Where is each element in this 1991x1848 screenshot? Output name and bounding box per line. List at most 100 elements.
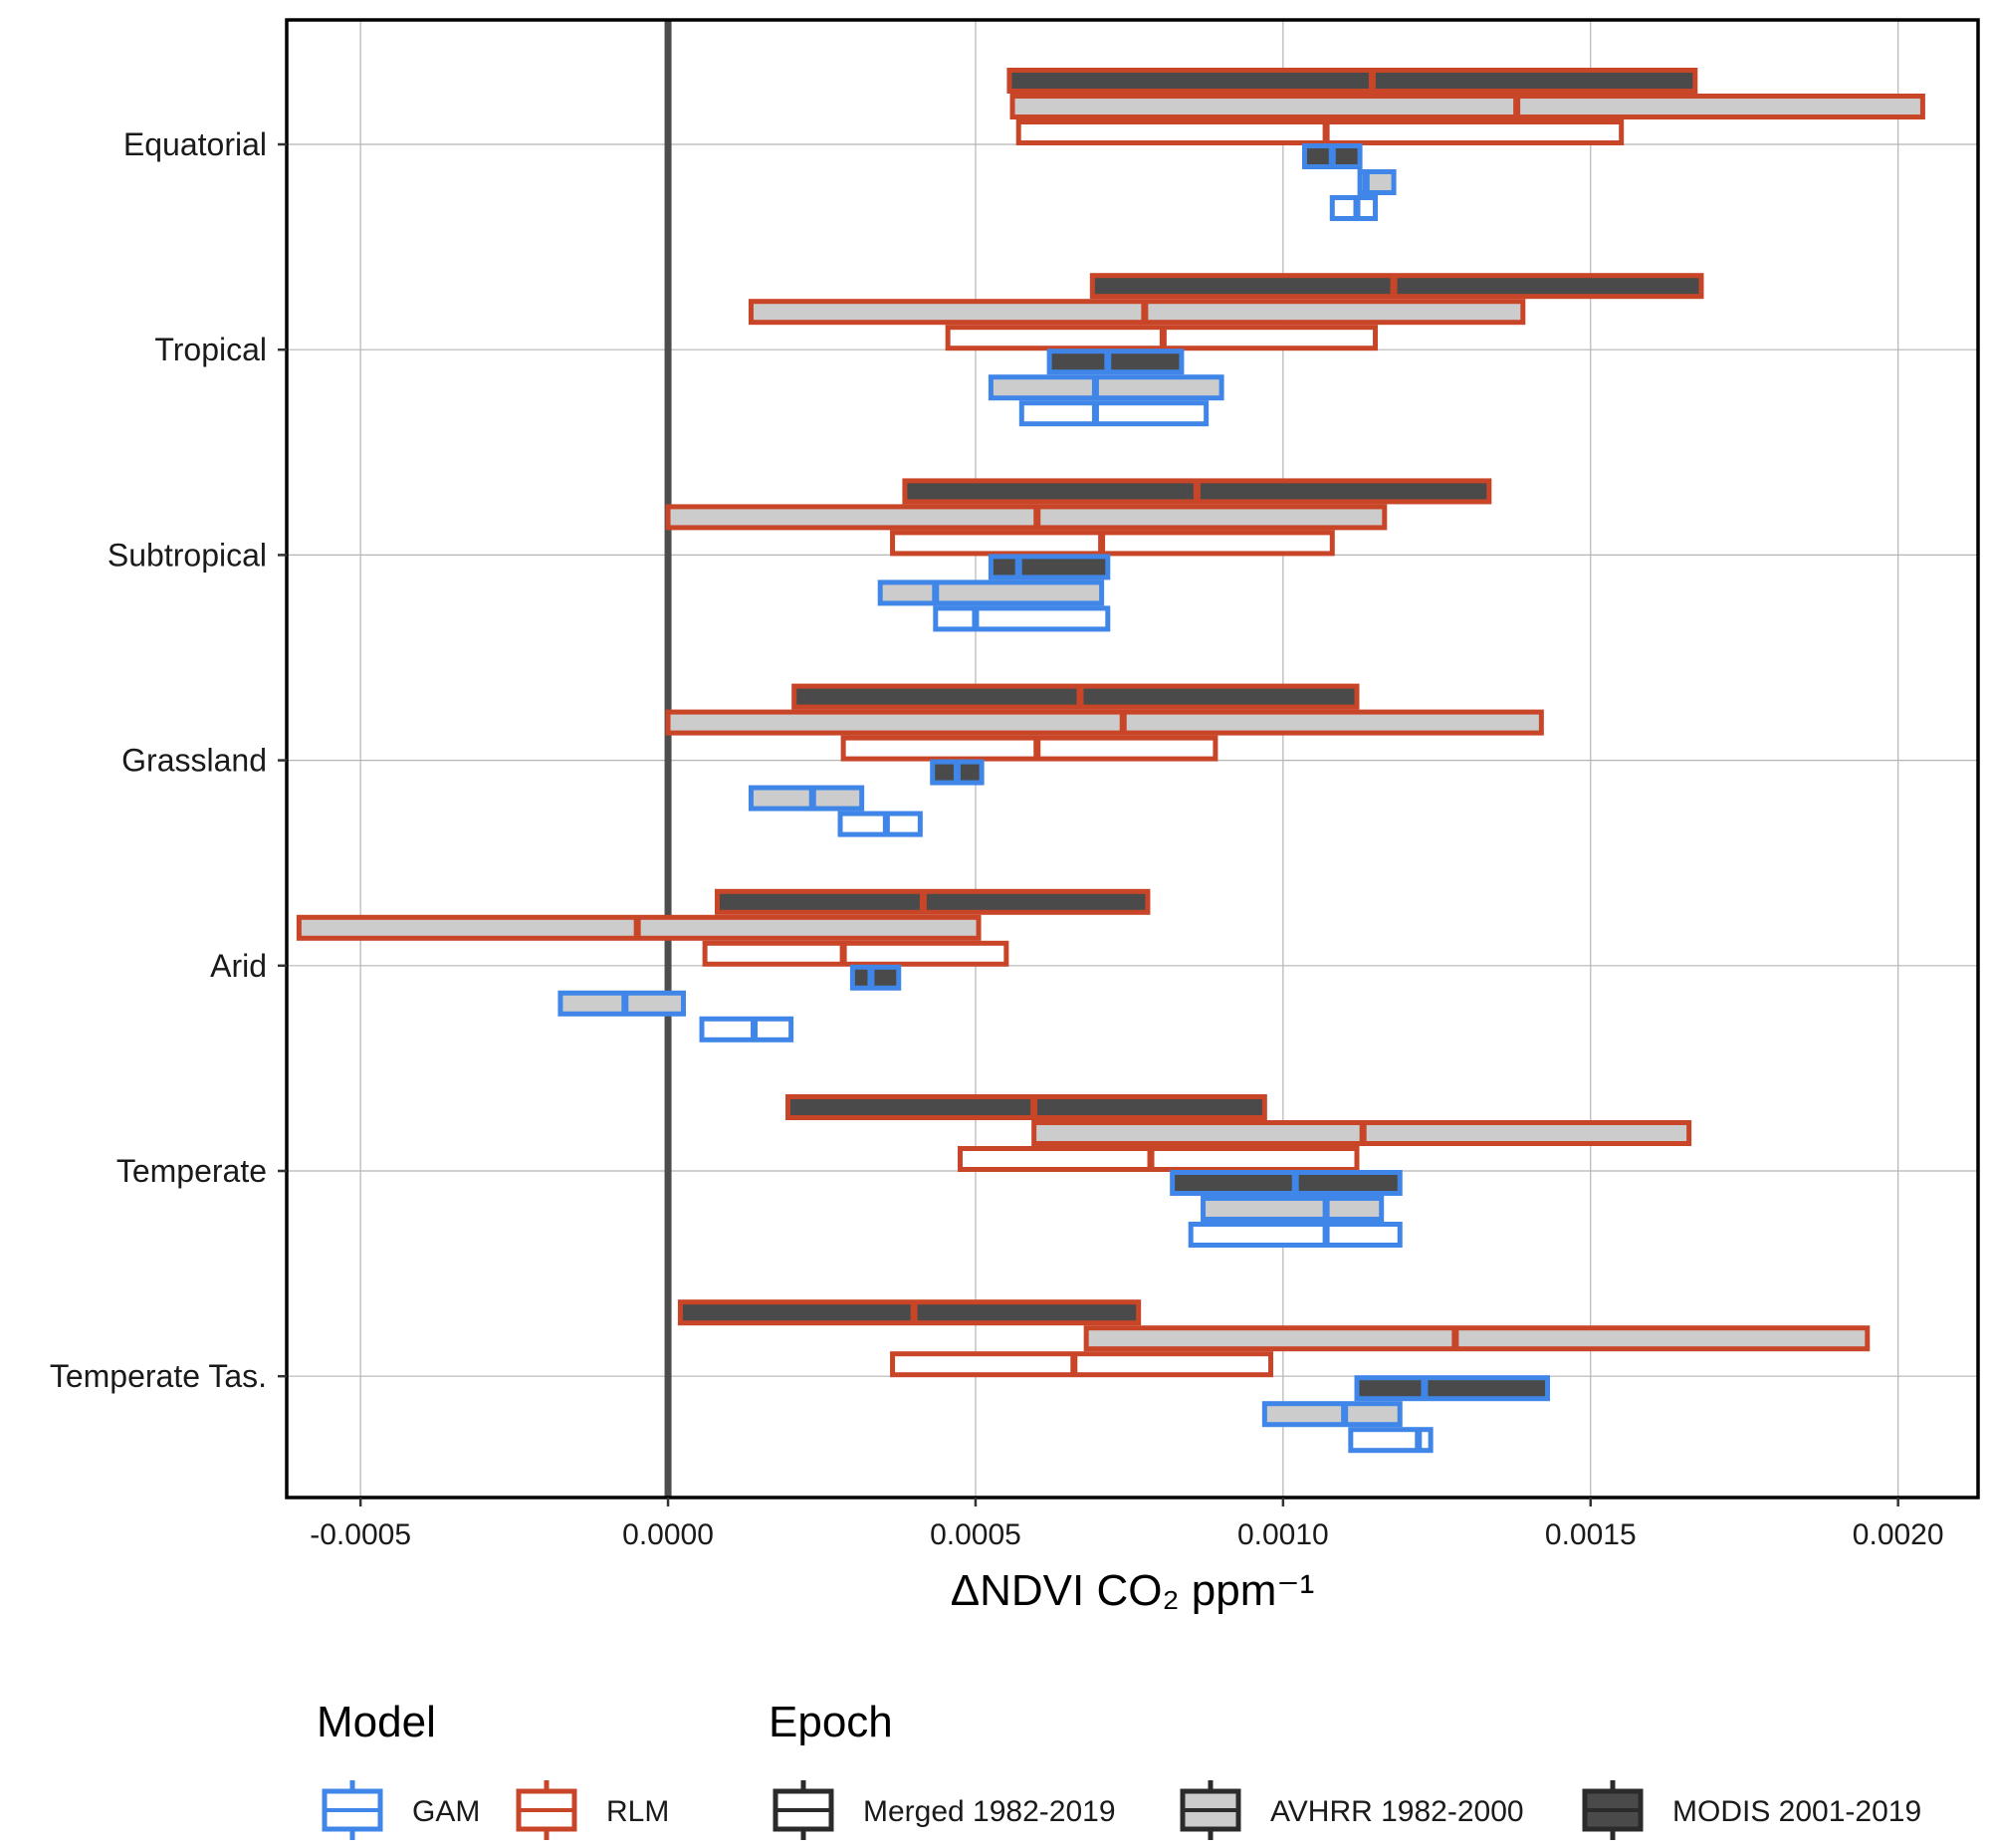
crossbar-temperate-tas--rlm-37 xyxy=(1083,1325,1871,1352)
crossbar-box xyxy=(677,1299,1142,1326)
crossbar-box xyxy=(665,504,1388,531)
crossbar-tropical-rlm-8 xyxy=(945,325,1379,351)
x-tick-label-1: 0.0000 xyxy=(622,1518,714,1551)
crossbar-subtropical-gam-17 xyxy=(933,605,1111,632)
crossbar-tropical-gam-9 xyxy=(1046,348,1185,375)
crossbar-temperate-tas--rlm-36 xyxy=(677,1299,1142,1326)
crossbar-box xyxy=(748,785,865,811)
crossbar-box xyxy=(890,1351,1274,1378)
y-tick-label-6: Temperate Tas. xyxy=(50,1358,267,1394)
legend-epoch-items: Merged 1982-2019 AVHRR 1982-2000 MODIS 200… xyxy=(773,1780,1921,1840)
crossbar-subtropical-rlm-14 xyxy=(890,530,1335,557)
crossbar-arid-rlm-24 xyxy=(714,888,1151,915)
x-tick-label-4: 0.0015 xyxy=(1545,1518,1637,1551)
x-axis-title-delta: ΔNDVI CO₂ ppm⁻¹ xyxy=(951,1566,1315,1615)
crossbar-grassland-rlm-19 xyxy=(665,709,1544,736)
legend-key-epoch-0 xyxy=(773,1780,834,1840)
crossbars xyxy=(296,68,1925,1454)
crossbar-box xyxy=(1201,1196,1385,1222)
crossbar-box xyxy=(1188,1222,1403,1248)
crossbar-tropical-rlm-6 xyxy=(1089,273,1704,300)
crossbar-box xyxy=(890,530,1335,557)
x-tick-label-2: 0.0005 xyxy=(930,1518,1021,1551)
crossbar-equatorial-rlm-0 xyxy=(1006,68,1698,94)
y-tick-label-2: Subtropical xyxy=(108,537,267,573)
crossbar-box xyxy=(702,940,1009,967)
crossbar-arid-rlm-25 xyxy=(296,914,982,941)
crossbar-temperate-rlm-30 xyxy=(785,1094,1267,1120)
crossbar-box xyxy=(849,964,902,991)
crossbar-temperate-tas--rlm-38 xyxy=(890,1351,1274,1378)
legend-label-epoch-0: Merged 1982-2019 xyxy=(863,1795,1116,1828)
crossbar-tropical-rlm-7 xyxy=(748,299,1526,326)
legend-label-epoch-1: AVHRR 1982-2000 xyxy=(1270,1795,1524,1828)
crossbar-box xyxy=(785,1094,1267,1120)
crossbar-box xyxy=(1006,68,1698,94)
crossbar-subtropical-gam-15 xyxy=(988,554,1111,580)
crossbar-grassland-gam-21 xyxy=(930,759,985,786)
plot-panel-border xyxy=(285,18,1980,1500)
x-tick-label-0: -0.0005 xyxy=(310,1518,411,1551)
crossbar-grassland-rlm-18 xyxy=(791,683,1360,710)
x-axis: -0.0005 0.0000 0.0005 0.0010 0.0015 0.0020 xyxy=(310,1498,1944,1551)
crossbar-box xyxy=(837,810,923,837)
crossbar-box xyxy=(840,735,1218,762)
crossbar-box xyxy=(988,554,1111,580)
crossbar-box xyxy=(958,1146,1360,1172)
legend-key-rlm xyxy=(516,1780,577,1840)
legend-label-epoch-2: MODIS 2001-2019 xyxy=(1672,1795,1921,1828)
crossbar-subtropical-rlm-12 xyxy=(902,478,1492,505)
crossbar-temperate-rlm-32 xyxy=(958,1146,1360,1172)
x-axis-title: ΔNDVI CO₂ ppm⁻¹ xyxy=(951,1566,1315,1615)
crossbar-grassland-gam-23 xyxy=(837,810,923,837)
crossbar-box xyxy=(1261,1401,1403,1428)
legend-key-epoch-2 xyxy=(1582,1780,1644,1840)
crossbar-box xyxy=(1348,1427,1434,1454)
crossbar-arid-gam-29 xyxy=(699,1016,794,1042)
crossbar-box xyxy=(791,683,1360,710)
crossbar-equatorial-gam-4 xyxy=(1357,169,1397,195)
crossbar-arid-rlm-26 xyxy=(702,940,1009,967)
y-tick-label-1: Tropical xyxy=(154,332,267,367)
crossbar-equatorial-gam-3 xyxy=(1301,143,1363,169)
y-tick-label-0: Equatorial xyxy=(123,126,267,162)
y-axis: Equatorial Tropical Subtropical Grassland Ar… xyxy=(50,126,287,1394)
legend-model-title: Model xyxy=(317,1698,436,1746)
crossbar-box xyxy=(665,709,1544,736)
crossbar-temperate-tas--gam-41 xyxy=(1348,1427,1434,1454)
crossbar-box xyxy=(1009,94,1925,119)
crossbar-equatorial-rlm-2 xyxy=(1015,119,1625,145)
legend-label-rlm: RLM xyxy=(606,1795,669,1828)
legend-key-gam xyxy=(322,1780,383,1840)
crossbar-tropical-gam-11 xyxy=(1018,400,1210,427)
x-tick-label-3: 0.0010 xyxy=(1237,1518,1329,1551)
crossbar-grassland-gam-22 xyxy=(748,785,865,811)
crossbar-box xyxy=(933,605,1111,632)
legend-key-epoch-1 xyxy=(1180,1780,1241,1840)
crossbar-subtropical-rlm-13 xyxy=(665,504,1388,531)
legend-label-gam: GAM xyxy=(412,1795,480,1828)
x-tick-label-5: 0.0020 xyxy=(1853,1518,1944,1551)
legend: Model Epoch GAM RLM Merged 1982-2019 AVHRR… xyxy=(317,1698,1921,1840)
crossbar-temperate-gam-35 xyxy=(1188,1222,1403,1248)
crossbar-temperate-gam-34 xyxy=(1201,1196,1385,1222)
crossbar-arid-gam-28 xyxy=(557,990,686,1017)
crossbar-temperate-rlm-31 xyxy=(1031,1120,1692,1146)
crossbar-box xyxy=(1046,348,1185,375)
crossbar-box xyxy=(1018,400,1210,427)
crossbar-box xyxy=(699,1016,794,1042)
legend-epoch-title: Epoch xyxy=(769,1698,893,1746)
y-tick-label-3: Grassland xyxy=(121,743,267,779)
crossbar-equatorial-rlm-1 xyxy=(1009,94,1925,119)
crossbar-grassland-rlm-20 xyxy=(840,735,1218,762)
crossbar-tropical-gam-10 xyxy=(988,374,1224,401)
y-tick-label-5: Temperate xyxy=(116,1153,267,1189)
y-tick-label-4: Arid xyxy=(210,948,267,984)
crossbar-temperate-gam-33 xyxy=(1170,1170,1403,1196)
crossbar-box xyxy=(1354,1375,1551,1402)
crossbar-temperate-tas--gam-39 xyxy=(1354,1375,1551,1402)
crossbar-box xyxy=(714,888,1151,915)
crossbar-box xyxy=(1083,1325,1871,1352)
crossbar-box xyxy=(1015,119,1625,145)
